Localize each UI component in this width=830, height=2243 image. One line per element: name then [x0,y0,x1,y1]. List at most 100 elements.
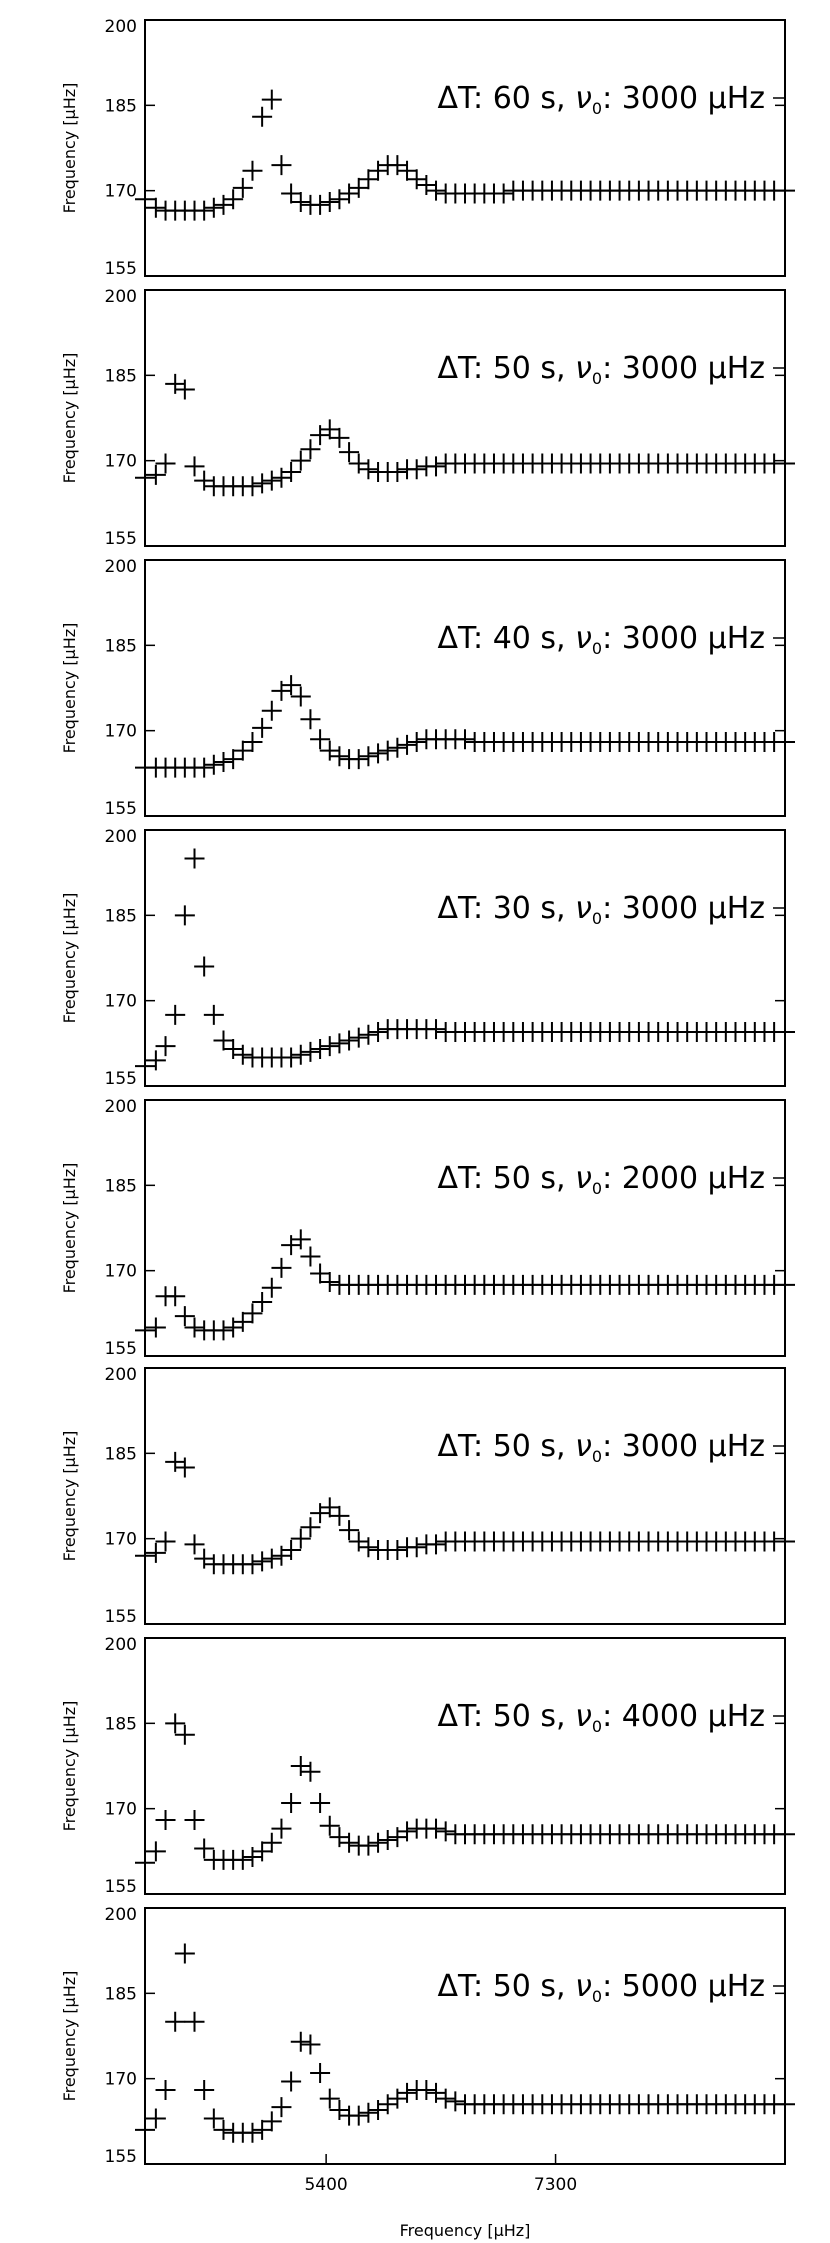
annotation-dt-label: ΔT: [438,351,493,386]
data-point [135,189,155,210]
y-axis-label: Frequency [μHz] [60,1701,79,1832]
data-point [775,180,795,201]
data-point [281,675,302,696]
data-point [300,1761,321,1782]
data-point [290,686,311,707]
y-tick-label: 185 [105,96,137,116]
data-point [300,1246,321,1267]
data-point [165,2011,186,2032]
data-point [155,1531,176,1552]
data-point [775,1531,795,1552]
data-point [271,680,292,701]
annotation-nu-sub: 0 [592,639,602,658]
data-point [358,459,379,480]
data-point [135,1056,155,1077]
plot-frame [144,1907,786,2165]
data-point [358,1537,379,1558]
data-point [319,192,340,213]
y-tick-label: 185 [105,1176,137,1196]
y-tick-label: 155 [105,1339,137,1359]
data-point [329,1033,350,1054]
data-point [358,1835,379,1856]
data-point [242,476,263,497]
data-point [271,2097,292,2118]
data-point [281,462,302,483]
annotation-dt-value: 50 s, [493,1969,575,2004]
data-point [290,1044,311,1065]
data-point [368,160,389,181]
data-point [203,197,224,218]
data-point [310,1503,331,1524]
data-point [310,194,331,215]
panel-3: 200 185 170 155 Frequency [μHz] ΔT: 40 s, ν0:… [60,557,795,819]
annotation-nu-symbol: ν [575,81,592,116]
y-axis-label: Frequency [μHz] [60,83,79,214]
data-point [165,1451,186,1472]
plot-frame [144,1367,786,1625]
y-tick-label: 200 [105,1365,137,1385]
data-point [242,1303,263,1324]
data-point [213,751,234,772]
annotation-nu-symbol: ν [575,351,592,386]
data-point [348,1531,369,1552]
data-point [155,1810,176,1831]
data-point [242,2122,263,2143]
data-point [300,2034,321,2055]
data-point [310,1792,331,1813]
data-point [145,1542,166,1563]
annotation-nu-symbol: ν [575,1969,592,2004]
annotation-dt-label: ΔT: [438,1429,493,1464]
data-point [194,1548,215,1569]
y-tick-label: 155 [105,2147,137,2167]
data-point [319,1815,340,1836]
y-tick-label: 185 [105,906,137,926]
data-point [203,754,224,775]
data-point [319,419,340,440]
data-point [348,749,369,770]
data-point [387,1540,408,1561]
y-tick-label: 170 [105,182,137,202]
annotation-nu-symbol: ν [575,1161,592,1196]
data-point [165,1286,186,1307]
annotation-nu-symbol: ν [575,1699,592,1734]
data-point [775,453,795,474]
data-point [145,1841,166,1862]
data-point [135,1545,155,1566]
annotation-nu-symbol: ν [575,1429,592,1464]
y-axis-label: Frequency [μHz] [60,893,79,1024]
data-point [775,2094,795,2115]
data-point [174,1943,195,1964]
data-point [194,757,215,778]
y-axis-label: Frequency [μHz] [60,1971,79,2102]
data-point [174,1457,195,1478]
data-point [397,2082,418,2103]
data-point [145,2108,166,2129]
annotation-nu-sub: 0 [592,99,602,118]
data-point [261,1832,282,1853]
data-point [339,1520,360,1541]
data-point [223,1317,244,1338]
data-point [445,2091,466,2112]
annotation-nu-symbol: ν [575,621,592,656]
data-point [290,1528,311,1549]
data-point [252,473,273,494]
data-point [290,1229,311,1250]
annotation-dt-value: 50 s, [493,351,575,386]
data-point [775,732,795,753]
data-point [232,1311,253,1332]
annotation-dt-value: 50 s, [493,1429,575,1464]
data-point [406,1537,427,1558]
data-point [271,1257,292,1278]
data-point [368,1832,389,1853]
data-point [329,1505,350,1526]
data-point [300,439,321,460]
data-point [387,462,408,483]
data-point [319,1272,340,1293]
y-tick-label: 155 [105,259,137,279]
data-point [329,1827,350,1848]
y-tick-label: 170 [105,2070,137,2090]
data-point [271,1818,292,1839]
data-point [406,732,427,753]
y-tick-label: 170 [105,992,137,1012]
y-tick-label: 200 [105,287,137,307]
